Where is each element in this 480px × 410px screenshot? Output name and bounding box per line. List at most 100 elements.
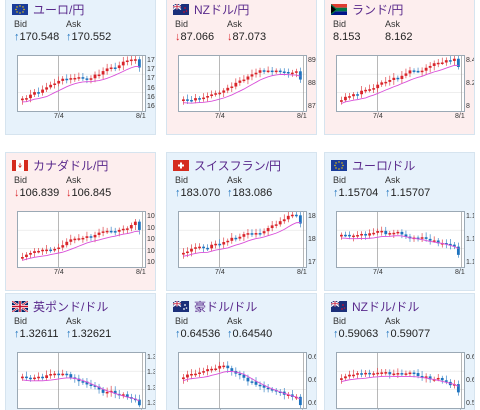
candle-body: [113, 231, 117, 233]
candle-body: [238, 80, 242, 83]
candle-body: [190, 99, 193, 102]
candle-body: [133, 221, 137, 226]
x-tick-label: 7/4: [54, 269, 64, 276]
candle-body: [186, 374, 189, 378]
price-chart[interactable]: [178, 55, 307, 112]
candle-body: [93, 385, 97, 387]
price-chart[interactable]: [17, 211, 146, 268]
candle-body: [242, 234, 246, 237]
rate-card-eur-usd[interactable]: ユーロ/ドルBidAsk↑1.15704↑1.157071.181.161.14…: [324, 152, 475, 291]
rate-card-gbp-usd[interactable]: 英ポンド/ドルBidAsk↑1.32611↑1.326211.381.361.3…: [5, 293, 156, 410]
pair-title[interactable]: NZドル/ドル: [330, 298, 420, 314]
candle-body: [69, 78, 73, 80]
pair-title[interactable]: ユーロ/円: [12, 1, 84, 17]
rate-card-cad-jpy[interactable]: カナダドル/円BidAsk↓106.839↓106.84510910810710…: [5, 152, 156, 291]
candle-body: [400, 75, 404, 79]
pair-name[interactable]: カナダドル/円: [33, 158, 109, 173]
candle-body: [93, 234, 97, 238]
rate-card-eur-jpy[interactable]: ユーロ/円BidAsk↑170.548↑170.5521741721701681…: [5, 0, 156, 135]
arrow-up-icon: ↑: [66, 31, 72, 43]
bid-value-text: 1.32611: [19, 328, 59, 340]
pair-name[interactable]: ユーロ/ドル: [352, 158, 416, 173]
candle-body: [85, 78, 89, 80]
arrow-up-icon: ↑: [385, 187, 391, 199]
au-flag-icon: [172, 300, 189, 312]
candle-body: [85, 381, 89, 385]
price-chart[interactable]: [178, 352, 307, 410]
candle-body: [254, 381, 258, 385]
candlestick-chart: [179, 210, 306, 267]
price-chart[interactable]: [336, 352, 465, 409]
arrow-down-icon: ↓: [14, 187, 20, 199]
ask-label: Ask: [66, 175, 82, 185]
pair-name[interactable]: NZドル/ドル: [352, 299, 420, 314]
pair-name[interactable]: NZドル/円: [194, 2, 250, 17]
candle-body: [348, 234, 351, 237]
price-chart[interactable]: [336, 211, 465, 268]
arrow-down-icon: ↓: [227, 31, 233, 43]
candle-body: [129, 59, 133, 62]
pair-title[interactable]: NZドル/円: [172, 1, 250, 17]
rate-card-nzd-usd[interactable]: NZドル/ドルBidAsk↑0.59063↑0.590770.610.60.59…: [324, 293, 475, 410]
y-tick-label: 170: [147, 75, 155, 83]
rate-card-chf-jpy[interactable]: スイスフラン/円BidAsk↑183.070↑183.0861851801757…: [166, 152, 317, 291]
candle-body: [45, 87, 49, 90]
pair-title[interactable]: ランド/円: [331, 1, 403, 17]
candle-body: [412, 70, 416, 72]
candle-body: [440, 377, 444, 381]
ask-value-text: 0.64540: [232, 328, 273, 340]
price-chart[interactable]: [178, 210, 307, 268]
candle-body: [218, 92, 222, 95]
candle-body: [97, 232, 101, 235]
pair-name[interactable]: ユーロ/円: [33, 2, 85, 17]
ask-value-text: 183.086: [232, 187, 273, 199]
candle-body: [424, 67, 428, 71]
bid-value-text: 87.066: [180, 31, 215, 43]
candle-body: [137, 59, 141, 68]
candle-body: [420, 375, 424, 378]
pair-name[interactable]: ランド/円: [352, 2, 404, 17]
y-tick-label: 109: [147, 213, 155, 220]
bid-label: Bid: [333, 19, 347, 29]
x-tick-label: 7/4: [373, 269, 383, 276]
candle-body: [384, 230, 388, 235]
candle-body: [182, 99, 185, 102]
pair-name[interactable]: スイスフラン/円: [194, 158, 281, 173]
candle-body: [121, 228, 125, 231]
candle-body: [274, 70, 278, 73]
pair-title[interactable]: 英ポンド/ドル: [11, 298, 109, 314]
candle-body: [101, 389, 105, 393]
candle-body: [97, 74, 101, 77]
candle-body: [137, 221, 141, 230]
candle-body: [456, 58, 460, 67]
candle-body: [254, 72, 258, 75]
candle-body: [294, 71, 298, 73]
rate-card-aud-usd[interactable]: 豪ドル/ドルBidAsk↑0.64536↑0.645400.660.650.64…: [166, 293, 317, 410]
price-chart[interactable]: [336, 54, 465, 112]
candle-body: [238, 373, 242, 376]
candle-body: [121, 394, 125, 396]
pair-name[interactable]: 豪ドル/ドル: [194, 299, 258, 314]
candle-body: [376, 84, 380, 89]
pair-name[interactable]: 英ポンド/ドル: [33, 299, 109, 314]
candle-body: [380, 372, 384, 374]
candle-body: [125, 394, 129, 398]
y-tick-label: 108: [147, 224, 155, 232]
candle-body: [258, 384, 262, 387]
candle-body: [376, 230, 380, 233]
pair-title[interactable]: カナダドル/円: [12, 157, 108, 173]
candle-body: [33, 92, 36, 95]
pair-title[interactable]: スイスフラン/円: [173, 157, 281, 173]
candlestick-chart: [18, 55, 145, 111]
pair-title[interactable]: ユーロ/ドル: [331, 157, 415, 173]
candle-body: [230, 237, 234, 241]
candle-body: [206, 247, 210, 250]
price-chart[interactable]: [17, 55, 146, 112]
candle-body: [282, 71, 286, 74]
pair-title[interactable]: 豪ドル/ドル: [172, 298, 258, 314]
price-chart[interactable]: [17, 352, 146, 409]
rate-card-zar-jpy[interactable]: ランド/円 Bid Ask 8.153 8.162 8.4 8.2 8 7/4 8/1: [324, 0, 475, 135]
candle-body: [396, 77, 400, 80]
candle-body: [222, 242, 226, 245]
rate-card-nzd-jpy[interactable]: NZドル/円 Bid Ask ↓87.066 ↓87.073 89 88 87 7/4 8/1: [166, 0, 317, 135]
